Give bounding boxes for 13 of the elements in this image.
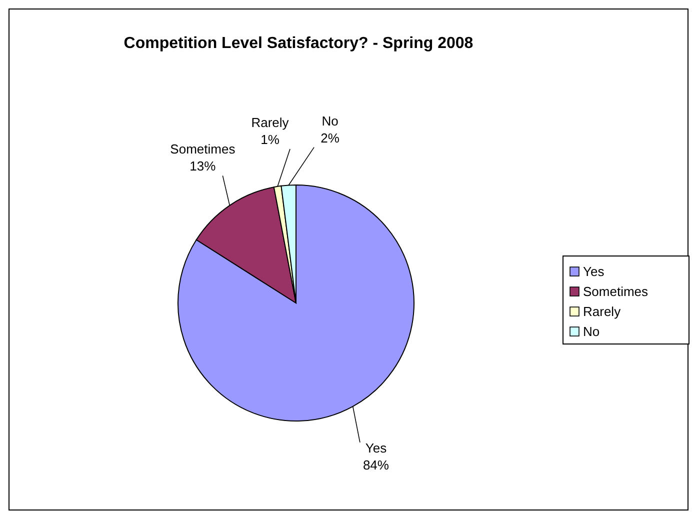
slice-label: No: [322, 113, 338, 128]
data-label: 2%: [320, 130, 340, 146]
data-label: 1%: [260, 132, 280, 148]
slice-label: Yes: [365, 440, 388, 456]
slice-label: Sometimes: [170, 142, 236, 157]
legend-label: Rarely: [583, 304, 622, 319]
legend-label: Sometimes: [583, 284, 649, 299]
data-label: 84%: [362, 457, 390, 472]
chart-title: Competition Level Satisfactory? - Spring 2008: [124, 35, 474, 52]
legend-label: No: [583, 324, 600, 339]
data-label: 13%: [190, 158, 216, 174]
legend-label: Yes: [583, 264, 605, 279]
slice-label: Rarely: [251, 115, 290, 130]
